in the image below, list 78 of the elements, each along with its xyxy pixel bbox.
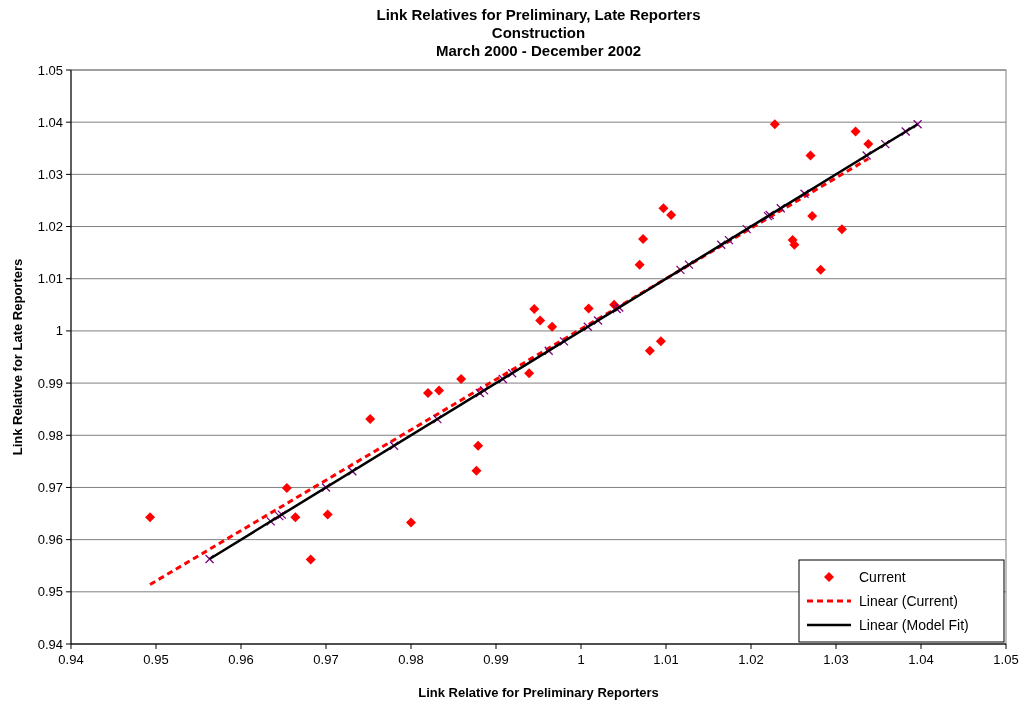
point — [389, 441, 399, 451]
point — [675, 265, 686, 275]
point — [547, 321, 558, 332]
point — [529, 303, 540, 314]
point — [861, 150, 872, 161]
x-tick-label: 1.01 — [653, 652, 679, 667]
point — [583, 303, 594, 314]
x-tick-label: 1.04 — [908, 652, 934, 667]
x-tick-label: 0.94 — [58, 652, 84, 667]
point — [559, 336, 569, 346]
y-tick-label: 0.97 — [37, 479, 63, 495]
point — [658, 203, 669, 214]
point — [655, 336, 666, 347]
point — [281, 482, 292, 493]
point — [524, 368, 535, 379]
x-tick-label: 1.02 — [738, 652, 764, 667]
y-tick-label: 1 — [55, 323, 63, 339]
point — [836, 224, 847, 235]
point — [593, 315, 603, 326]
y-tick-label: 1.05 — [37, 62, 63, 78]
point — [769, 119, 780, 130]
x-tick-label: 1.03 — [823, 652, 849, 667]
y-tick-label: 1.03 — [37, 166, 63, 182]
point — [145, 512, 156, 523]
y-tick-label: 0.94 — [37, 636, 63, 652]
point — [432, 414, 442, 424]
point — [805, 150, 816, 161]
x-tick-label: 0.99 — [483, 652, 509, 667]
point — [634, 259, 645, 270]
point — [901, 126, 911, 137]
point — [365, 414, 376, 425]
point — [815, 264, 826, 275]
point — [305, 554, 316, 565]
y-tick-label: 0.96 — [37, 532, 63, 548]
point — [204, 554, 215, 564]
y-tick-label: 0.99 — [37, 375, 63, 391]
point — [850, 126, 861, 137]
x-tick-label: 0.98 — [398, 652, 424, 667]
chart-title: Link Relatives for Preliminary, Late Reporters Construction March 2000 - December 2002 — [376, 6, 701, 59]
point — [406, 517, 416, 528]
point — [347, 466, 357, 476]
point — [880, 139, 890, 149]
x-axis-title: Link Relative for Preliminary Reporters — [418, 685, 659, 700]
x-tick-label: 1.05 — [993, 652, 1019, 667]
point — [322, 509, 333, 520]
y-tick-label: 1.04 — [37, 114, 63, 130]
x-tick-label: 1 — [577, 652, 585, 667]
point — [321, 482, 331, 493]
point — [456, 373, 467, 384]
legend-label: Linear (Model Fit) — [859, 617, 969, 633]
point — [473, 440, 484, 451]
point — [583, 322, 593, 332]
x-tick-label: 0.97 — [313, 652, 339, 667]
x-tick-label: 0.96 — [228, 652, 254, 667]
point — [666, 210, 677, 221]
point — [434, 385, 445, 396]
x-tick-label: 0.95 — [143, 652, 169, 667]
point — [471, 465, 482, 476]
y-tick-label: 1.01 — [37, 271, 63, 287]
point — [863, 139, 874, 150]
point — [507, 368, 517, 378]
point — [498, 374, 508, 384]
legend-label: Linear (Current) — [859, 593, 958, 609]
point — [290, 512, 301, 523]
legend-label: Current — [859, 569, 906, 585]
point — [423, 388, 433, 399]
point — [535, 315, 546, 326]
point — [644, 345, 655, 356]
y-tick-label: 0.98 — [37, 427, 63, 443]
point — [479, 385, 489, 396]
y-axis-title: Link Relative for Late Reporters — [10, 258, 25, 456]
point — [544, 346, 554, 356]
y-tick-label: 0.95 — [37, 584, 63, 600]
point — [266, 516, 276, 527]
point — [638, 234, 649, 245]
point — [807, 211, 818, 222]
point — [684, 259, 694, 270]
y-tick-label: 1.02 — [37, 219, 63, 235]
